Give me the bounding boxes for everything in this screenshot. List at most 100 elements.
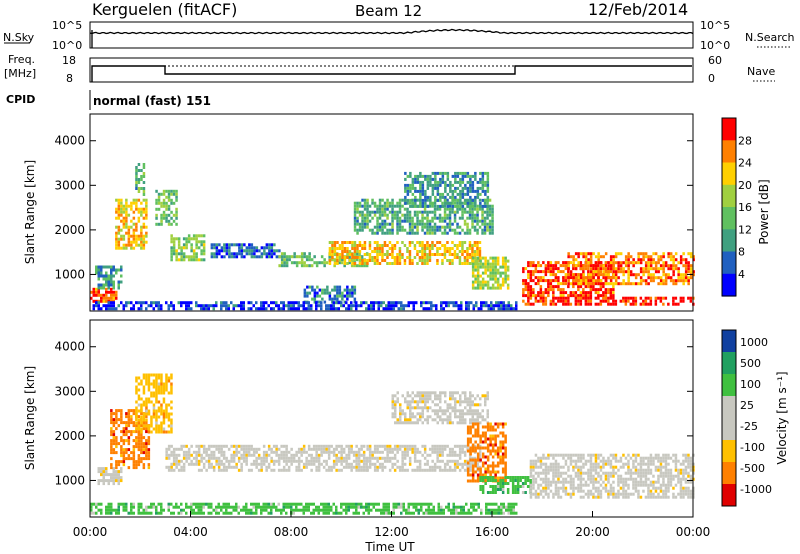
heatmap-cell <box>115 470 118 474</box>
heatmap-cell <box>386 453 389 457</box>
heatmap-cell <box>544 471 548 475</box>
heatmap-cell <box>358 244 362 247</box>
heatmap-cell <box>486 204 490 208</box>
heatmap-cell <box>363 198 367 202</box>
heatmap-cell <box>423 250 427 253</box>
heatmap-cell <box>469 409 472 413</box>
heatmap-cell <box>501 461 505 465</box>
heatmap-cell <box>160 427 163 431</box>
heatmap-cell <box>459 192 462 196</box>
heatmap-cell <box>454 186 457 190</box>
heatmap-cell <box>137 403 141 407</box>
heatmap-cell <box>290 301 293 305</box>
heatmap-cell <box>155 409 158 413</box>
heatmap-cell <box>328 262 332 265</box>
heatmap-cell <box>275 447 278 451</box>
heatmap-cell <box>257 453 261 457</box>
heatmap-cell <box>381 462 384 466</box>
heatmap-cell <box>469 189 472 193</box>
heatmap-cell <box>499 455 502 459</box>
heatmap-cell <box>609 288 613 292</box>
heatmap-cell <box>202 243 206 247</box>
heatmap-cell <box>445 304 448 308</box>
heatmap-cell <box>443 253 447 256</box>
heatmap-cell <box>466 201 470 205</box>
heatmap-cell <box>175 195 178 199</box>
heatmap-cell <box>516 488 520 491</box>
heatmap-cell <box>287 456 291 460</box>
heatmap-cell <box>687 270 690 274</box>
heatmap-cell <box>145 430 148 434</box>
heatmap-cell <box>361 222 364 226</box>
heatmap-cell <box>609 276 613 280</box>
heatmap-cell <box>341 256 344 259</box>
heatmap-cell <box>529 474 533 478</box>
heatmap-cell <box>285 304 288 308</box>
heatmap-cell <box>125 213 128 217</box>
noise-tick-top: 10^5 <box>52 19 82 32</box>
heatmap-cell <box>376 256 379 259</box>
heatmap-cell <box>456 207 459 211</box>
heatmap-cell <box>547 453 550 457</box>
heatmap-cell <box>177 252 181 256</box>
heatmap-cell <box>391 201 394 205</box>
heatmap-cell <box>478 456 482 460</box>
heatmap-cell <box>155 418 158 422</box>
heatmap-cell <box>521 485 525 488</box>
heatmap-cell <box>355 450 358 454</box>
heatmap-cell <box>662 270 665 274</box>
heatmap-cell <box>393 468 397 472</box>
heatmap-cell <box>102 482 105 486</box>
heatmap-cell <box>579 471 583 475</box>
heatmap-cell <box>436 198 440 202</box>
heatmap-cell <box>386 231 389 235</box>
heatmap-cell <box>220 444 223 448</box>
heatmap-cell <box>368 256 372 259</box>
heatmap-cell <box>544 462 548 466</box>
heatmap-cell <box>489 452 492 456</box>
heatmap-cell <box>348 291 352 295</box>
heatmap-cell <box>480 301 483 305</box>
heatmap-cell <box>293 252 296 256</box>
heatmap-cell <box>491 470 495 474</box>
heatmap-cell <box>132 246 136 250</box>
heatmap-cell <box>624 296 628 300</box>
heatmap-cell <box>446 247 449 250</box>
heatmap-cell <box>481 180 485 184</box>
heatmap-cell <box>597 267 600 271</box>
heatmap-cell <box>474 461 477 465</box>
heatmap-cell <box>363 216 367 220</box>
heatmap-cell <box>436 409 439 413</box>
heatmap-cell <box>388 204 392 208</box>
heatmap-cell <box>506 491 510 494</box>
heatmap-cell <box>130 246 133 250</box>
heatmap-cell <box>182 301 185 305</box>
heatmap-cell <box>490 301 493 305</box>
heatmap-cell <box>376 228 379 232</box>
heatmap-cell <box>451 247 454 250</box>
heatmap-cell <box>170 255 173 259</box>
heatmap-cell <box>232 304 235 308</box>
heatmap-cell <box>235 465 238 469</box>
heatmap-cell <box>406 453 409 457</box>
heatmap-cell <box>479 397 482 401</box>
heatmap-cell <box>552 471 555 475</box>
heatmap-cell <box>554 264 558 268</box>
heatmap-cell <box>353 219 357 223</box>
heatmap-cell <box>335 468 338 472</box>
heatmap-cell <box>451 210 454 214</box>
heatmap-cell <box>471 250 474 253</box>
heatmap-cell <box>353 300 357 304</box>
heatmap-cell <box>491 428 495 432</box>
heatmap-cell <box>275 450 278 454</box>
heatmap-cell <box>382 307 385 311</box>
heatmap-cell <box>572 480 575 484</box>
heatmap-cell <box>418 450 422 454</box>
heatmap-cell <box>421 400 424 404</box>
heatmap-cell <box>342 450 346 454</box>
heatmap-cell <box>125 207 128 211</box>
heatmap-cell <box>346 241 349 244</box>
heatmap-cell <box>464 192 467 196</box>
heatmap-cell <box>471 222 474 226</box>
heatmap-cell <box>340 453 343 457</box>
